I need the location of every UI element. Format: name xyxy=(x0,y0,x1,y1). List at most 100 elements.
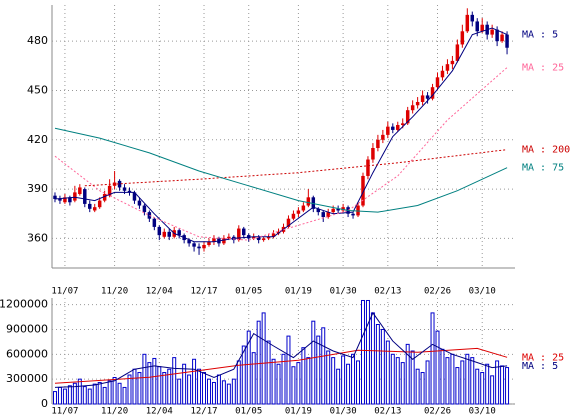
candle-body xyxy=(256,236,261,241)
volume-bar xyxy=(162,372,167,405)
volume-bar xyxy=(410,350,415,405)
candle-body xyxy=(157,226,162,236)
volume-bar xyxy=(251,352,256,405)
x-tick-label: 02/26 xyxy=(424,287,451,297)
candle-body xyxy=(261,238,266,241)
volume-bar xyxy=(206,378,211,405)
x-tick-label: 02/13 xyxy=(374,407,401,417)
candle-body xyxy=(445,64,450,71)
candle-body xyxy=(271,233,276,237)
y-tick-label: 600000 xyxy=(6,347,48,360)
volume-bar xyxy=(266,340,271,405)
candle-body xyxy=(490,29,494,35)
candle-body xyxy=(63,197,67,203)
volume-bar xyxy=(102,386,107,405)
volume-bar xyxy=(450,353,455,405)
candle-body xyxy=(376,139,380,149)
x-tick-label: 01/30 xyxy=(330,287,357,297)
candle-body xyxy=(122,187,127,191)
candle-body xyxy=(147,212,152,219)
candle-body xyxy=(410,105,415,111)
candle-body xyxy=(286,218,291,227)
volume-bar xyxy=(172,357,177,405)
candle-body xyxy=(142,205,147,213)
candle-body xyxy=(460,31,465,45)
y-tick-label: 900000 xyxy=(6,322,48,335)
volume-bar xyxy=(445,357,450,405)
x-tick-label: 11/07 xyxy=(51,287,78,297)
ma-line xyxy=(54,347,508,384)
x-tick-label: 12/04 xyxy=(146,407,173,417)
volume-bar xyxy=(336,368,341,405)
volume-bar xyxy=(67,385,72,405)
volume-bar xyxy=(256,320,261,405)
y-tick-label: 360 xyxy=(27,231,48,244)
candle-body xyxy=(212,238,216,242)
candle-body xyxy=(192,243,196,247)
x-tick-label: 01/19 xyxy=(285,287,312,297)
candle-body xyxy=(351,213,355,216)
x-tick-label: 01/19 xyxy=(285,407,312,417)
volume-bar xyxy=(291,366,296,405)
candle-body xyxy=(58,198,62,201)
candle-body xyxy=(107,185,112,196)
candle-body xyxy=(296,210,301,214)
candle-body xyxy=(415,101,420,106)
candle-body xyxy=(455,44,460,61)
volume-bar xyxy=(356,360,361,405)
volume-bar xyxy=(117,382,122,405)
y-tick-label: 480 xyxy=(27,34,48,47)
candle-body xyxy=(505,34,509,48)
candle-body xyxy=(391,126,395,130)
volume-bar xyxy=(57,386,62,405)
volume-bar xyxy=(137,372,142,405)
volume-bar xyxy=(112,377,117,405)
candle-body xyxy=(88,203,92,209)
candle-body xyxy=(450,60,455,65)
x-tick-label: 12/17 xyxy=(190,407,217,417)
y-tick-label: 450 xyxy=(27,83,48,96)
candle-body xyxy=(92,207,97,211)
volume-bar xyxy=(211,381,216,405)
legend-label: MA : 5 xyxy=(522,361,558,372)
y-tick-label: 420 xyxy=(27,133,48,146)
candle-body xyxy=(435,77,440,88)
volume-bar xyxy=(77,378,82,405)
candle-body xyxy=(127,190,132,193)
volume-bar xyxy=(505,367,510,405)
x-tick-label: 02/26 xyxy=(424,407,451,417)
volume-bar xyxy=(331,357,336,405)
volume-bar xyxy=(87,388,92,405)
volume-bar xyxy=(147,362,152,405)
x-tick-label: 11/20 xyxy=(101,407,128,417)
candle-body xyxy=(306,197,311,206)
candle-body xyxy=(132,192,137,201)
candle-body xyxy=(356,205,360,216)
volume-bar xyxy=(415,368,420,405)
ma-line xyxy=(84,149,508,187)
volume-bar xyxy=(92,383,97,405)
candle-body xyxy=(207,241,211,245)
volume-bar xyxy=(301,347,306,405)
volume-bar xyxy=(440,348,445,405)
candle-body xyxy=(430,87,435,99)
candle-body xyxy=(465,14,470,32)
volume-bar xyxy=(177,378,182,405)
volume-bar xyxy=(420,372,425,405)
candle-body xyxy=(480,24,484,32)
candle-body xyxy=(366,159,370,176)
volume-bar xyxy=(152,357,157,405)
candle-body xyxy=(475,21,479,32)
volume-bar xyxy=(311,320,316,405)
legend-label: MA : 25 xyxy=(522,62,564,73)
volume-bar xyxy=(192,358,197,405)
x-tick-label: 12/04 xyxy=(146,287,173,297)
volume-bar xyxy=(390,353,395,405)
candle-body xyxy=(386,126,390,135)
candle-body xyxy=(381,134,385,140)
volume-bar xyxy=(321,327,326,405)
volume-bar xyxy=(425,360,430,405)
candle-body xyxy=(500,34,504,42)
volume-bar xyxy=(365,299,370,405)
legend-label: MA : 5 xyxy=(522,30,558,41)
